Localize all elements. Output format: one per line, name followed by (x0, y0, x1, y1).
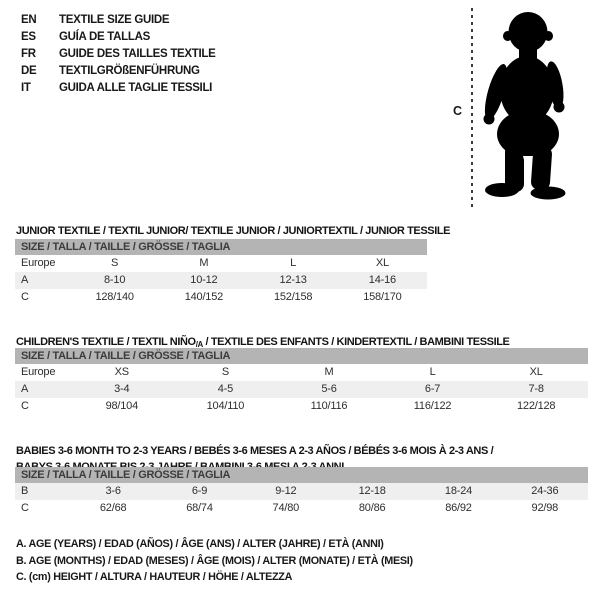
children-section-title: CHILDREN'S TEXTILE / TEXTIL NIÑO/A / TEX… (16, 335, 510, 353)
size-header-band: SIZE / TALLA / TAILLE / GRÖSSE / TAGLIA (15, 467, 588, 483)
table-cell: 18-24 (444, 485, 473, 497)
babies-size-table: SIZE / TALLA / TAILLE / GRÖSSE / TAGLIA … (15, 467, 588, 517)
row-label: C (21, 502, 29, 514)
table-cell: XS (114, 366, 129, 378)
table-cell: S (221, 366, 229, 378)
table-cell: 8-10 (104, 274, 126, 286)
language-row-it: IT GUIDA ALLE TAGLIE TESSILI (21, 80, 216, 97)
table-cell: 152/158 (273, 291, 313, 303)
legend-line-b: B. AGE (MONTHS) / EDAD (MESES) / ÂGE (MO… (16, 554, 413, 567)
table-cell: 140/152 (184, 291, 224, 303)
children-title-part: / TEXTILE DES ENFANTS / KINDERTEXTIL / B… (202, 336, 510, 349)
toddler-silhouette-icon (483, 12, 566, 200)
table-cell: XL (375, 257, 389, 269)
table-cell: 98/104 (105, 400, 139, 412)
guide-title-en: TEXTILE SIZE GUIDE (59, 14, 170, 26)
table-cell: 4-5 (217, 383, 234, 395)
language-row-de: DE TEXTILGRÖßENFÜHRUNG (21, 63, 216, 80)
table-cell: 116/122 (413, 400, 452, 412)
table-cell: 128/140 (95, 291, 134, 303)
row-label: C (21, 291, 29, 303)
table-cell: 110/116 (310, 400, 348, 412)
language-row-fr: FR GUIDE DES TAILLES TEXTILE (21, 46, 216, 63)
table-cell: 12-13 (279, 274, 307, 286)
table-cell: 6-7 (424, 383, 441, 395)
table-cell: L (290, 257, 297, 269)
table-row: Europe S M L XL (15, 255, 427, 272)
row-label: B (21, 485, 29, 497)
table-cell: 3-6 (105, 485, 122, 497)
table-cell: S (111, 257, 119, 269)
language-row-es: ES GUÍA DE TALLAS (21, 29, 216, 46)
table-row: B 3-6 6-9 9-12 12-18 18-24 24-36 (15, 483, 588, 500)
legend-line-c: C. (cm) HEIGHT / ALTURA / HAUTEUR / HÖHE… (16, 571, 293, 583)
language-code: EN (21, 14, 37, 26)
table-cell: L (429, 366, 436, 378)
guide-title-fr: GUIDE DES TAILLES TEXTILE (59, 48, 216, 60)
guide-title-it: GUIDA ALLE TAGLIE TESSILI (59, 82, 213, 94)
table-cell: M (324, 366, 334, 378)
height-measure-label: C (453, 104, 463, 118)
table-row: C 128/140 140/152 152/158 158/170 (15, 289, 427, 306)
row-label: A (21, 383, 29, 395)
table-cell: XL (529, 366, 543, 378)
row-label: Europe (21, 366, 56, 378)
table-cell: 12-18 (358, 485, 386, 497)
size-header-band: SIZE / TALLA / TAILLE / GRÖSSE / TAGLIA (15, 239, 427, 255)
table-row: A 8-10 10-12 12-13 14-16 (15, 272, 427, 289)
row-label: Europe (21, 257, 56, 269)
table-cell: M (199, 257, 209, 269)
guide-title-de: TEXTILGRÖßENFÜHRUNG (59, 65, 200, 77)
table-cell: 68/74 (186, 502, 213, 514)
language-row-en: EN TEXTILE SIZE GUIDE (21, 12, 216, 29)
table-cell: 62/68 (99, 502, 127, 514)
junior-size-table: SIZE / TALLA / TAILLE / GRÖSSE / TAGLIA … (15, 239, 427, 306)
row-label: C (21, 400, 29, 412)
table-cell: 92/98 (531, 502, 559, 514)
children-title-subscript: /A (195, 340, 204, 350)
junior-section-title: JUNIOR TEXTILE / TEXTIL JUNIOR/ TEXTILE … (16, 225, 451, 238)
guide-title-es: GUÍA DE TALLAS (59, 31, 150, 43)
table-cell: 14-16 (368, 274, 396, 286)
table-cell: 10-12 (190, 274, 218, 286)
table-cell: 122/128 (516, 400, 556, 412)
legend-line-a: A. AGE (YEARS) / EDAD (AÑOS) / ÂGE (ANS)… (16, 538, 384, 550)
language-code: DE (21, 65, 37, 77)
table-cell: 6-9 (191, 485, 208, 497)
table-row: A 3-4 4-5 5-6 6-7 7-8 (15, 381, 588, 398)
table-cell: 7-8 (528, 383, 545, 395)
table-cell: 104/110 (206, 400, 245, 412)
table-cell: 158/170 (363, 291, 402, 303)
children-title-part: CHILDREN'S TEXTILE / TEXTIL NIÑO (16, 336, 196, 349)
children-size-table: SIZE / TALLA / TAILLE / GRÖSSE / TAGLIA … (15, 348, 588, 415)
table-cell: 86/92 (445, 502, 472, 514)
language-code: IT (21, 82, 31, 94)
babies-title-line1: BABIES 3-6 MONTH TO 2-3 YEARS / BEBÉS 3-… (16, 445, 494, 458)
language-code: ES (21, 31, 36, 43)
table-cell: 80/86 (358, 502, 386, 514)
table-row: Europe XS S M L XL (15, 364, 588, 381)
language-list: EN TEXTILE SIZE GUIDE ES GUÍA DE TALLAS … (21, 12, 216, 97)
table-cell: 24-36 (531, 485, 559, 497)
table-row: C 98/104 104/110 110/116 116/122 122/128 (15, 398, 588, 415)
measure-legend: A. AGE (YEARS) / EDAD (AÑOS) / ÂGE (ANS)… (16, 536, 413, 586)
height-measure-dotted-line (471, 8, 473, 207)
table-row: C 62/68 68/74 74/80 80/86 86/92 92/98 (15, 500, 588, 517)
table-cell: 9-12 (275, 485, 297, 497)
language-code: FR (21, 48, 36, 60)
table-cell: 5-6 (321, 383, 337, 395)
row-label: A (21, 274, 29, 286)
table-cell: 3-4 (114, 383, 130, 395)
table-cell: 74/80 (272, 502, 300, 514)
size-header-band: SIZE / TALLA / TAILLE / GRÖSSE / TAGLIA (15, 348, 588, 364)
